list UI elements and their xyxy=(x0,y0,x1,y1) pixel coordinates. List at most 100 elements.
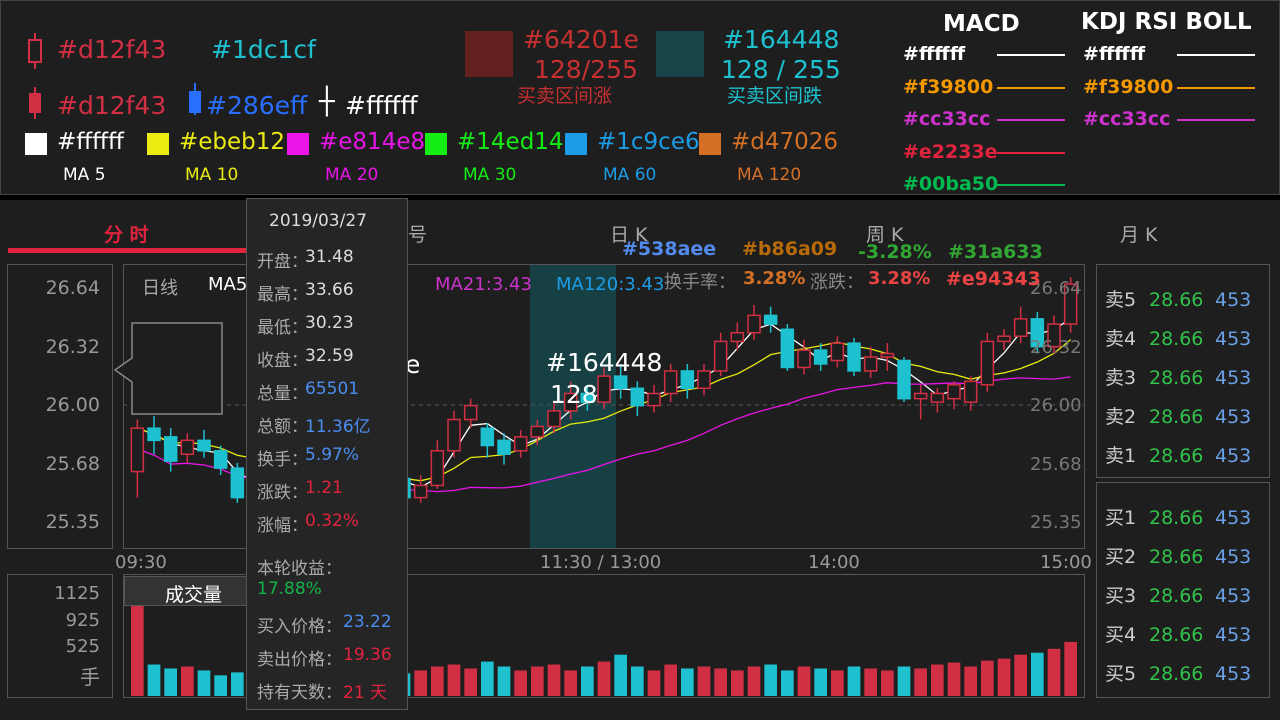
volume-bar xyxy=(131,583,144,696)
candle[interactable] xyxy=(930,388,945,413)
candle[interactable] xyxy=(963,376,978,411)
orderbook-row[interactable]: 买4 28.66 453 xyxy=(1105,620,1275,647)
volume-bar xyxy=(847,666,861,696)
candle[interactable] xyxy=(497,433,511,465)
tooltip-row-label: 总量： xyxy=(257,384,308,404)
zone-down-color: #164448 xyxy=(723,25,840,54)
candle[interactable] xyxy=(447,410,461,458)
candle-body xyxy=(863,356,878,372)
daily-line-label: 日线 xyxy=(142,278,178,299)
orderbook-row[interactable]: 买2 28.66 453 xyxy=(1105,542,1275,569)
orderbook-label: 卖1 xyxy=(1105,445,1137,467)
candle[interactable] xyxy=(830,336,845,368)
candle[interactable] xyxy=(697,363,711,396)
tooltip-row-label: 开盘： xyxy=(257,252,308,272)
candle[interactable] xyxy=(663,363,678,403)
tab-daily-k[interactable]: 日 K xyxy=(610,224,648,246)
candle[interactable] xyxy=(980,332,995,392)
candle-body xyxy=(947,384,961,400)
tab-monthly-k[interactable]: 月 K xyxy=(1120,224,1158,246)
candle[interactable] xyxy=(580,384,595,411)
time-tick: 09:30 xyxy=(115,552,167,573)
volume-bar xyxy=(797,666,811,696)
volume-bar xyxy=(1014,654,1027,696)
candle[interactable] xyxy=(863,346,878,378)
candle[interactable] xyxy=(530,419,545,446)
candle[interactable] xyxy=(747,304,761,340)
candle[interactable] xyxy=(430,440,445,489)
candle[interactable] xyxy=(180,433,195,463)
tooltip-row-label: 总额： xyxy=(257,417,308,437)
partial-label: e xyxy=(405,350,421,379)
candle[interactable] xyxy=(947,381,961,410)
candle[interactable] xyxy=(647,384,661,413)
candle[interactable] xyxy=(513,429,528,458)
candle[interactable] xyxy=(1030,311,1045,354)
candle[interactable] xyxy=(997,329,1011,351)
volume-bar xyxy=(747,666,761,696)
orderbook-label: 卖2 xyxy=(1105,406,1137,428)
candle[interactable] xyxy=(213,445,228,476)
candle[interactable] xyxy=(163,428,178,472)
orderbook-row[interactable]: 买5 28.66 453 xyxy=(1105,659,1275,686)
orderbook-label: 买2 xyxy=(1105,546,1137,568)
candle[interactable] xyxy=(1063,277,1078,333)
candle[interactable] xyxy=(847,337,861,377)
candle[interactable] xyxy=(797,339,811,375)
ma21-label: MA21:3.43 xyxy=(435,274,532,295)
volume-tick: 525 xyxy=(65,636,100,657)
tab-fenshi[interactable]: 分 时 xyxy=(104,224,149,246)
orderbook-row[interactable]: 卖4 28.66 453 xyxy=(1105,324,1275,351)
price-tick-right: 26.00 xyxy=(1030,395,1082,416)
candle-body xyxy=(463,404,478,421)
volume-bar xyxy=(497,666,511,696)
orderbook-volume: 453 xyxy=(1215,289,1252,311)
candle[interactable] xyxy=(147,416,161,455)
price-tick-right: 25.35 xyxy=(1030,512,1082,533)
volume-bar xyxy=(164,668,177,696)
candle[interactable] xyxy=(480,422,495,458)
candle-up-label: #d12f43 xyxy=(57,35,167,64)
ma-swatch xyxy=(287,133,309,155)
candle[interactable] xyxy=(813,343,828,371)
candle[interactable] xyxy=(713,332,728,377)
orderbook-label: 买1 xyxy=(1105,507,1137,529)
candle[interactable] xyxy=(1013,306,1028,344)
volume-axis-panel: 1125 925 525 手 xyxy=(7,574,113,698)
ma-color-label: #14ed14 xyxy=(457,129,564,155)
orderbook-row[interactable]: 买3 28.66 453 xyxy=(1105,581,1275,608)
volume-bar xyxy=(464,668,477,696)
candle[interactable] xyxy=(547,402,561,434)
orderbook-row[interactable]: 买1 28.66 453 xyxy=(1105,503,1275,530)
orderbook-price: 28.66 xyxy=(1149,624,1204,646)
orderbook-row[interactable]: 卖1 28.66 453 xyxy=(1105,441,1275,468)
candle[interactable] xyxy=(913,384,928,420)
candle[interactable] xyxy=(680,363,695,399)
candle[interactable] xyxy=(613,363,628,399)
candle[interactable] xyxy=(1047,315,1061,354)
candle[interactable] xyxy=(413,475,428,503)
tab-weekly-k[interactable]: 周 K xyxy=(866,224,904,246)
candle[interactable] xyxy=(597,367,611,410)
candle[interactable] xyxy=(563,381,578,420)
candle[interactable] xyxy=(880,343,895,371)
tab-hao[interactable]: 号 xyxy=(408,224,428,246)
candle-body xyxy=(980,340,995,386)
sell-orderbook: 卖5 28.66 453 卖4 28.66 453 卖3 28.66 453 卖2 28.66 453… xyxy=(1096,264,1270,478)
macd-title: MACD xyxy=(943,11,1020,37)
candle[interactable] xyxy=(897,357,911,403)
candle[interactable] xyxy=(730,322,745,351)
orderbook-row[interactable]: 卖3 28.66 453 xyxy=(1105,363,1275,390)
candle[interactable] xyxy=(780,324,795,371)
color-note-d: #31a633 xyxy=(948,241,1043,263)
volume-bar xyxy=(231,672,244,696)
volume-bar xyxy=(514,670,527,696)
orderbook-row[interactable]: 卖2 28.66 453 xyxy=(1105,402,1275,429)
candle[interactable] xyxy=(463,398,478,429)
candle[interactable] xyxy=(763,306,778,333)
candle[interactable] xyxy=(197,429,211,458)
candle[interactable] xyxy=(130,419,145,498)
orderbook-row[interactable]: 卖5 28.66 453 xyxy=(1105,285,1275,312)
candle[interactable] xyxy=(630,381,645,417)
candle[interactable] xyxy=(230,462,245,503)
